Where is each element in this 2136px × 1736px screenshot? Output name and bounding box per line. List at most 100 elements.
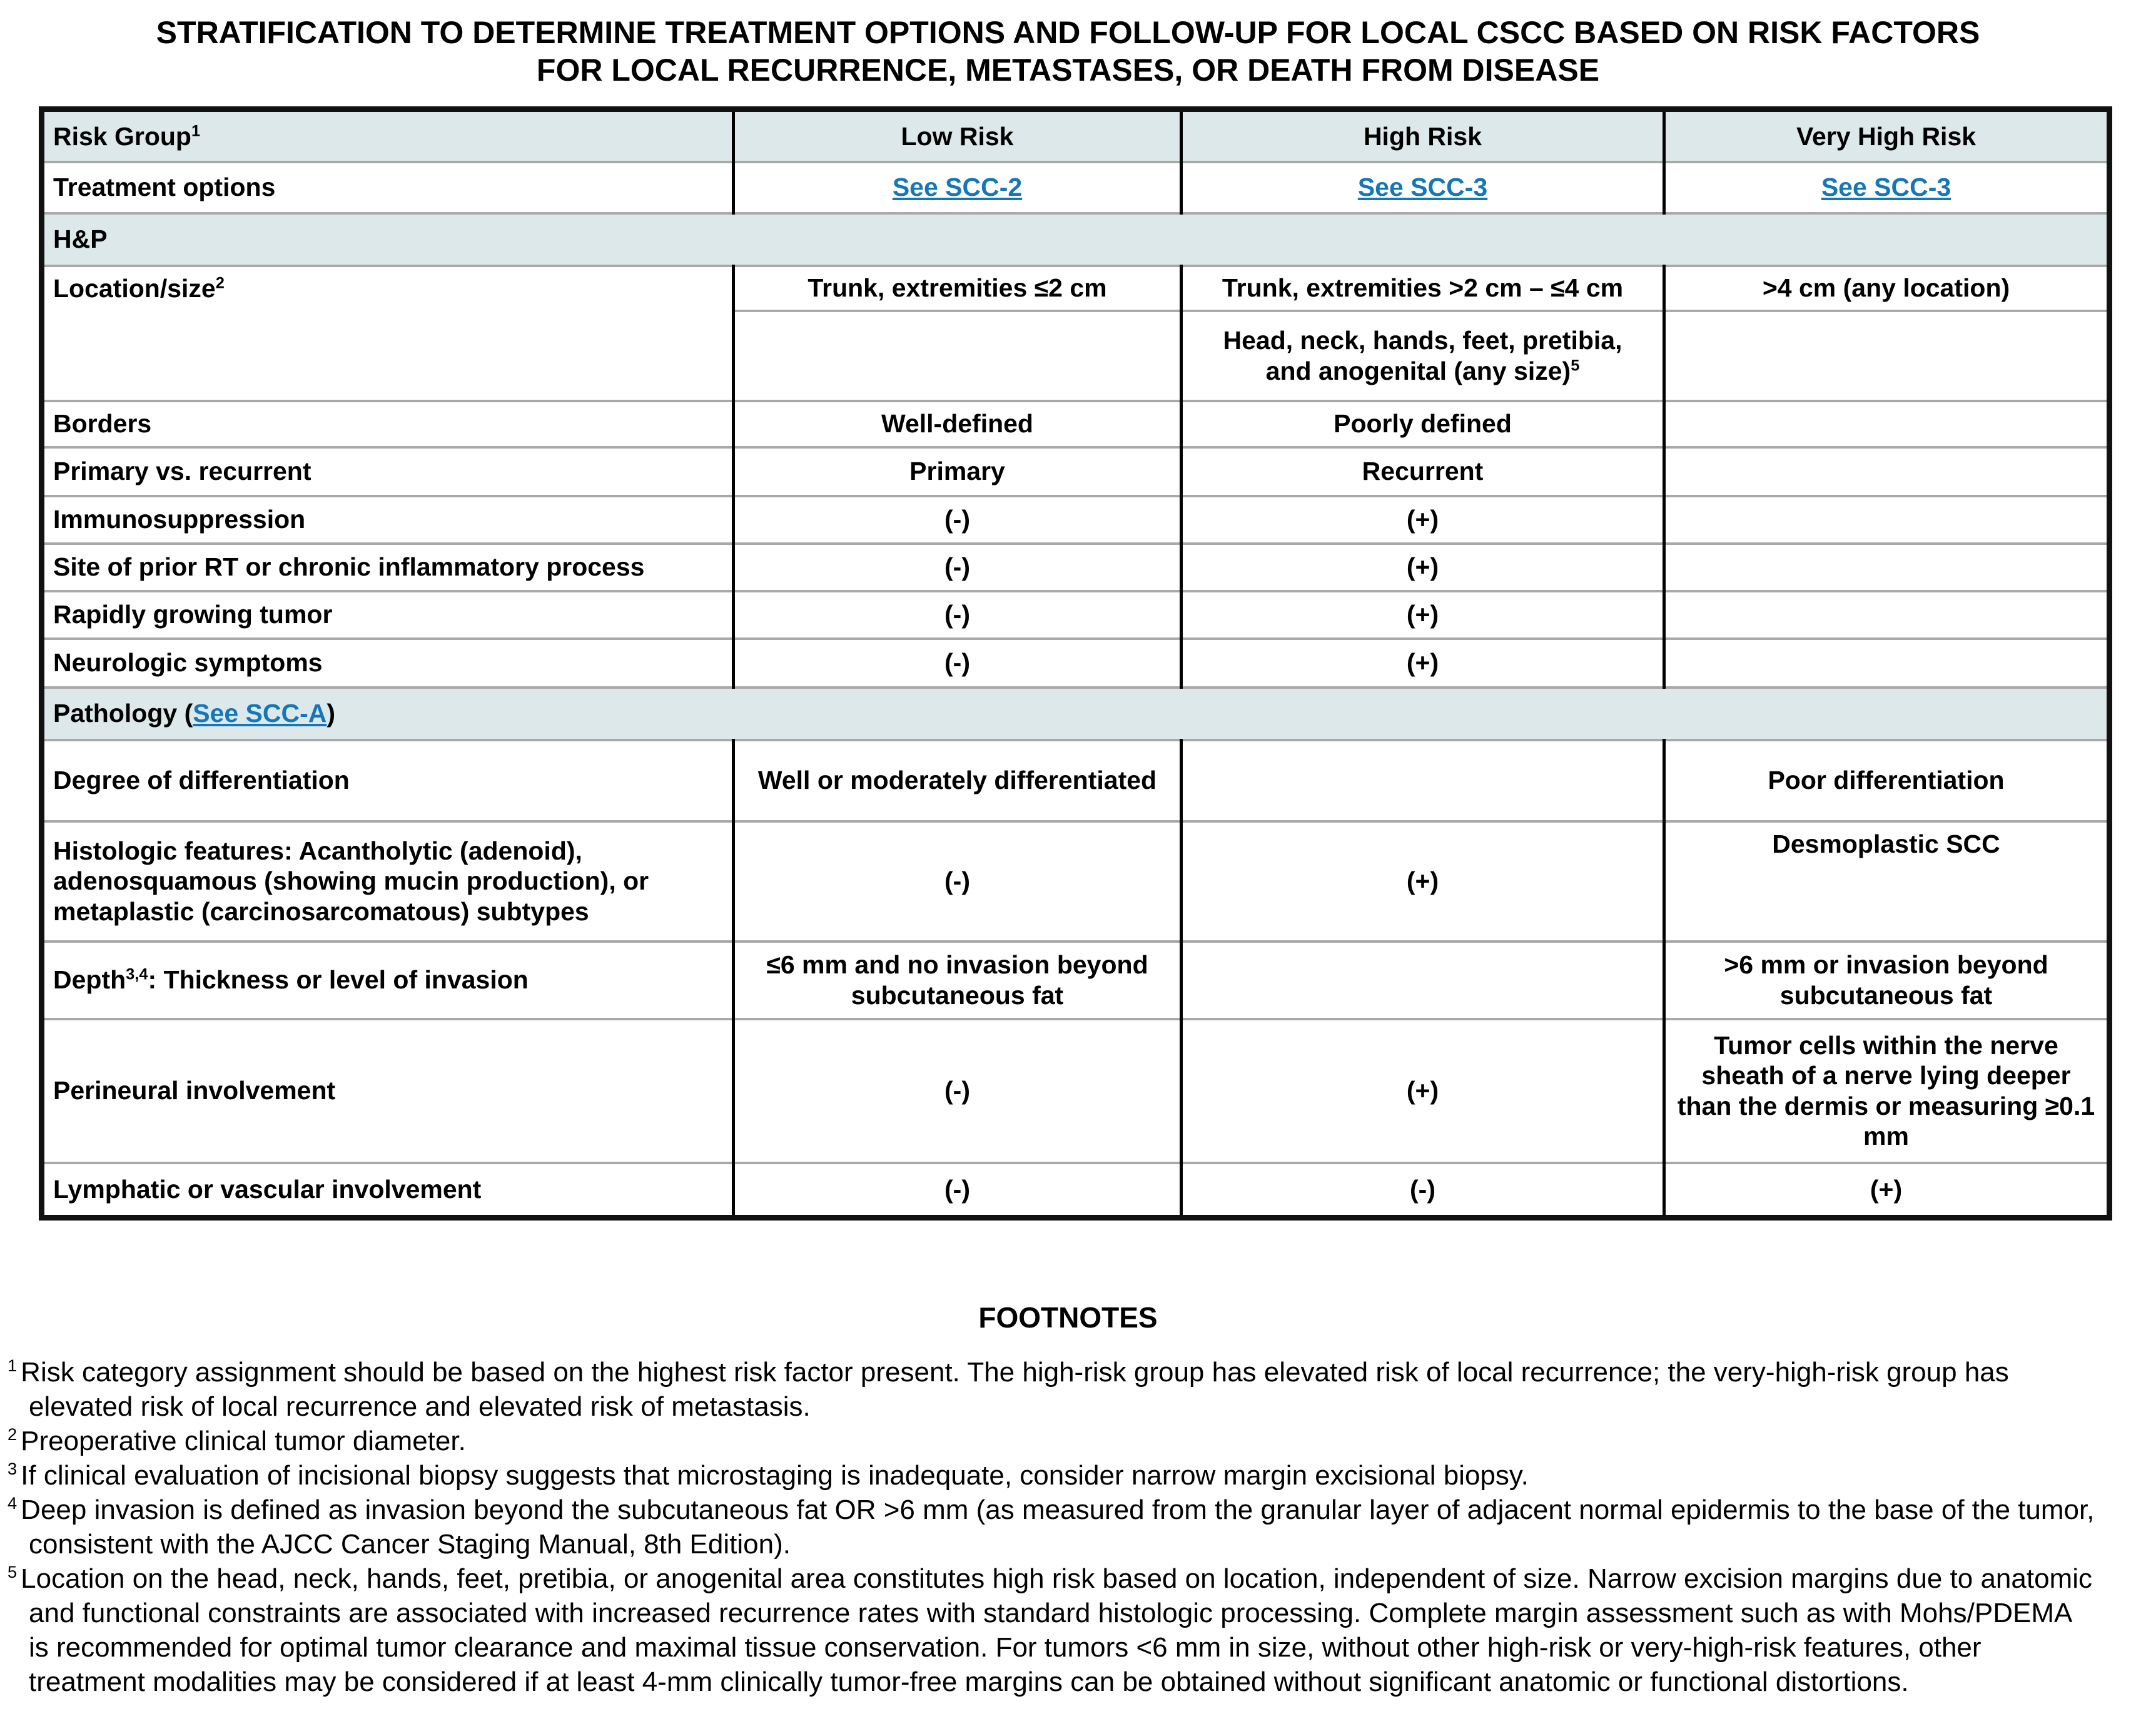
treatment-options-label: Treatment options: [40, 160, 734, 213]
neurologic-low-cell: (-): [732, 637, 1182, 688]
see-scc-a-link[interactable]: See SCC-A: [193, 699, 327, 728]
lymphovascular-very-high-cell: (+): [1663, 1161, 2110, 1218]
location-low-cell: Trunk, extremities ≤2 cm: [732, 264, 1182, 311]
section-pathology-label: Pathology (See SCC-A): [40, 686, 2110, 740]
prior-rt-row: Site of prior RT or chronic inflammatory…: [40, 542, 2110, 591]
lymphovascular-label: Lymphatic or vascular involvement: [40, 1161, 734, 1218]
rapidly-growing-very-high-cell: [1663, 589, 2110, 639]
depth-label: Depth3,4: Thickness or level of invasion: [40, 940, 734, 1019]
perineural-label: Perineural involvement: [40, 1017, 734, 1163]
footnote-1: 1 Risk category assignment should be base…: [8, 1355, 2097, 1424]
depth-very-high-cell: >6 mm or invasion beyond subcutaneous fa…: [1663, 940, 2110, 1019]
location-size-label: Location/size2: [40, 264, 734, 401]
differentiation-high-cell: [1180, 738, 1664, 821]
section-pathology-row: Pathology (See SCC-A): [40, 686, 2110, 740]
primary-low-cell: Primary: [732, 445, 1182, 496]
perineural-high-cell: (+): [1180, 1017, 1664, 1163]
treatment-low-cell: See SCC-2: [732, 160, 1182, 213]
differentiation-label: Degree of differentiation: [40, 738, 734, 821]
borders-row: Borders Well-defined Poorly defined: [40, 399, 2110, 447]
immunosuppression-very-high-cell: [1663, 494, 2110, 544]
primary-high-cell: Recurrent: [1180, 445, 1664, 496]
histologic-features-row: Histologic features: Acantholytic (adeno…: [40, 820, 2110, 942]
lymphovascular-row: Lymphatic or vascular involvement (-) (-…: [40, 1161, 2110, 1218]
prior-rt-high-cell: (+): [1180, 542, 1664, 591]
histologic-low-cell: (-): [732, 820, 1182, 942]
see-scc-2-link[interactable]: See SCC-2: [892, 173, 1023, 202]
location-size-row-2: Head, neck, hands, feet, pretibia, and a…: [42, 309, 2110, 401]
footnote-ref-5: 5: [1571, 356, 1580, 374]
header-risk-group: Risk Group1: [40, 108, 734, 162]
neurologic-very-high-cell: [1663, 637, 2110, 688]
prior-rt-very-high-cell: [1663, 542, 2110, 591]
immunosuppression-row: Immunosuppression (-) (+): [40, 494, 2110, 544]
header-low-risk: Low Risk: [732, 108, 1182, 162]
location-size-row-1: Location/size2 Trunk, extremities ≤2 cm …: [40, 264, 2110, 401]
footnote-1-marker: 1: [8, 1356, 18, 1376]
page-title: STRATIFICATION TO DETERMINE TREATMENT OP…: [0, 14, 2136, 89]
prior-rt-low-cell: (-): [732, 542, 1182, 591]
rapidly-growing-row: Rapidly growing tumor (-) (+): [40, 589, 2110, 639]
footnote-4-marker: 4: [8, 1493, 18, 1513]
perineural-row: Perineural involvement (-) (+) Tumor cel…: [40, 1017, 2110, 1163]
rapidly-growing-label: Rapidly growing tumor: [40, 589, 734, 639]
depth-row: Depth3,4: Thickness or level of invasion…: [40, 940, 2110, 1019]
lymphovascular-high-cell: (-): [1180, 1161, 1664, 1218]
footnote-4: 4 Deep invasion is defined as invasion be…: [8, 1493, 2097, 1561]
depth-low-cell: ≤6 mm and no invasion beyond subcutaneou…: [732, 940, 1182, 1019]
borders-low-cell: Well-defined: [732, 399, 1182, 447]
location-very-high-cell-2: [1663, 309, 2110, 401]
table-header-row: Risk Group1 Low Risk High Risk Very High…: [40, 108, 2110, 162]
location-high-cell-1: Trunk, extremities >2 cm – ≤4 cm: [1180, 264, 1664, 311]
page-title-line2: FOR LOCAL RECURRENCE, METASTASES, OR DEA…: [536, 53, 1600, 88]
immunosuppression-high-cell: (+): [1180, 494, 1664, 544]
neurologic-label: Neurologic symptoms: [40, 637, 734, 688]
risk-stratification-table: Risk Group1 Low Risk High Risk Very High…: [39, 106, 2112, 1221]
borders-very-high-cell: [1663, 399, 2110, 447]
footnotes-block: 1 Risk category assignment should be base…: [8, 1355, 2097, 1699]
footnote-2-marker: 2: [8, 1424, 18, 1444]
section-hp-row: H&P: [40, 211, 2110, 266]
page-title-line1: STRATIFICATION TO DETERMINE TREATMENT OP…: [156, 15, 1980, 50]
perineural-low-cell: (-): [732, 1017, 1182, 1163]
prior-rt-label: Site of prior RT or chronic inflammatory…: [40, 542, 734, 591]
footnote-ref-1: 1: [191, 121, 201, 140]
footnote-ref-2: 2: [215, 273, 225, 292]
treatment-high-cell: See SCC-3: [1180, 160, 1664, 213]
footnote-3: 3 If clinical evaluation of incisional bi…: [8, 1458, 2097, 1493]
treatment-options-row: Treatment options See SCC-2 See SCC-3 Se…: [40, 160, 2110, 213]
footnote-3-marker: 3: [8, 1459, 18, 1479]
see-scc-3-link-high[interactable]: See SCC-3: [1357, 173, 1488, 202]
rapidly-growing-low-cell: (-): [732, 589, 1182, 639]
footnote-2: 2 Preoperative clinical tumor diameter.: [8, 1424, 2097, 1458]
histologic-very-high-cell: Desmoplastic SCC: [1663, 820, 2110, 942]
rapidly-growing-high-cell: (+): [1180, 589, 1664, 639]
footnote-5-text: Location on the head, neck, hands, feet,…: [21, 1563, 2092, 1697]
see-scc-3-link-very-high[interactable]: See SCC-3: [1821, 173, 1951, 202]
location-low-cell-2: [732, 309, 1182, 401]
footnote-3-text: If clinical evaluation of incisional bio…: [21, 1460, 1529, 1491]
footnote-2-text: Preoperative clinical tumor diameter.: [21, 1426, 466, 1456]
histologic-features-label: Histologic features: Acantholytic (adeno…: [40, 820, 734, 942]
primary-very-high-cell: [1663, 445, 2110, 496]
section-hp-label: H&P: [40, 211, 2110, 266]
footnote-5-marker: 5: [8, 1562, 18, 1582]
primary-recurrent-label: Primary vs. recurrent: [40, 445, 734, 496]
lymphovascular-low-cell: (-): [732, 1161, 1182, 1218]
immunosuppression-low-cell: (-): [732, 494, 1182, 544]
neurologic-high-cell: (+): [1180, 637, 1664, 688]
differentiation-row: Degree of differentiation Well or modera…: [40, 738, 2110, 821]
footnote-ref-3-4: 3,4: [126, 965, 148, 983]
depth-high-cell: [1180, 940, 1664, 1019]
borders-high-cell: Poorly defined: [1180, 399, 1664, 447]
footnote-4-text: Deep invasion is defined as invasion bey…: [21, 1495, 2095, 1560]
differentiation-low-cell: Well or moderately differentiated: [732, 738, 1182, 821]
neurologic-row: Neurologic symptoms (-) (+): [40, 637, 2110, 688]
location-high-cell-2: Head, neck, hands, feet, pretibia, and a…: [1180, 309, 1664, 401]
histologic-high-cell: (+): [1180, 820, 1664, 942]
borders-label: Borders: [40, 399, 734, 447]
footnotes-title: FOOTNOTES: [978, 1301, 1158, 1334]
footnote-5: 5 Location on the head, neck, hands, feet…: [8, 1561, 2097, 1699]
header-very-high-risk: Very High Risk: [1663, 108, 2110, 162]
immunosuppression-label: Immunosuppression: [40, 494, 734, 544]
